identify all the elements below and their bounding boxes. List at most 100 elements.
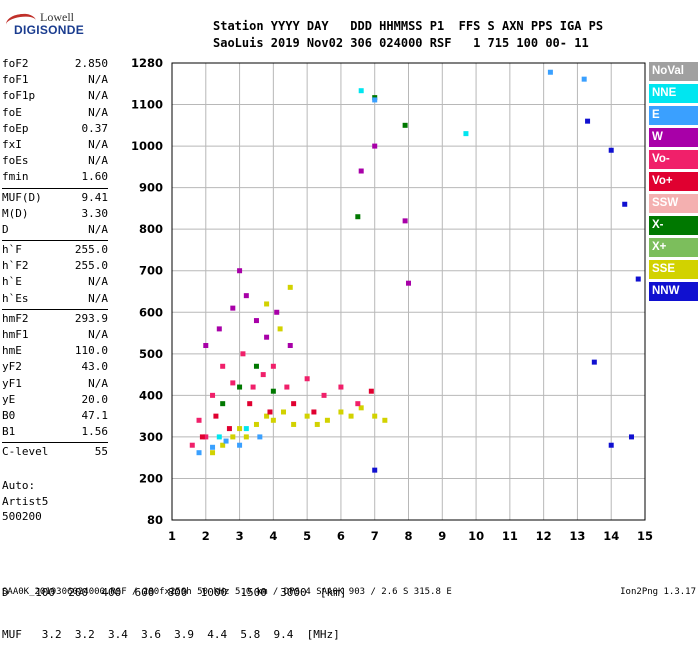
x-tick-label: 3 [236,529,244,543]
echo-point [216,326,222,332]
legend-item: NNE [649,84,698,103]
param-row: h`Es N/A [2,291,108,307]
echo-point [264,334,270,340]
param-value: 255.0 [74,259,108,273]
echo-point [635,276,641,282]
x-tick-label: 4 [269,529,277,543]
param-name: h`F2 [2,259,29,273]
param-value: N/A [88,275,108,289]
param-value: 110.0 [74,344,108,358]
echo-point [291,401,297,407]
echo-point [287,284,293,290]
echo-point [355,401,361,407]
header-labels: Station YYYY DAY DDD HHMMSS P1 FFS S AXN… [213,19,604,33]
param-row: h`F2 255.0 [2,258,108,274]
y-tick-label: 400 [139,388,163,402]
param-row: D N/A [2,222,108,238]
param-value: 2.850 [74,57,108,70]
axis-ticks: 1 2 3 4 5 6 7 8 9 10 11 12 13 14 158020030040050060070… [131,56,653,543]
echo-point [372,467,378,473]
echo-point [358,405,364,411]
footer-info: SAA0K_2019306024000.RSF / 280fx256h 50 k… [2,587,452,597]
auto-version: 500200 [2,510,42,523]
x-tick-label: 9 [438,529,446,543]
param-name: D [2,222,9,236]
param-row: hmF1 N/A [2,327,108,343]
plot-frame [171,62,646,521]
x-tick-label: 10 [468,529,484,543]
param-value: 43.0 [81,360,109,374]
echo-point [608,147,614,153]
echo-point [402,122,408,128]
param-value: N/A [88,137,108,151]
param-value: 1.56 [81,425,109,439]
echo-point [608,442,614,448]
echo-point [314,421,320,427]
x-tick-label: 15 [637,529,653,543]
legend-item: W [649,128,698,147]
param-value: N/A [88,291,108,305]
x-tick-label: 1 [168,529,176,543]
param-name: foF1p [2,89,36,103]
logo-line2: DIGISONDE [14,23,85,37]
echo-point [355,214,361,220]
echo-point [237,426,243,432]
param-row: M(D) 3.30 [2,206,108,222]
x-tick-label: 12 [536,529,552,543]
param-value: N/A [88,376,108,390]
param-name: foEs [2,154,29,168]
echo-point [189,442,195,448]
y-tick-label: 1100 [131,98,163,112]
legend-item: NoVal [649,62,698,81]
y-tick-label: 1000 [131,139,163,153]
param-name: hmE [2,344,22,358]
echo-point [622,201,628,207]
y-tick-label: 1280 [131,56,163,70]
echo-point [402,218,408,224]
param-row: fxI N/A [2,137,108,153]
legend-item: X- [649,216,698,235]
echo-point [382,417,388,423]
param-row: yE 20.0 [2,392,108,408]
param-row: foF1 N/A [2,72,108,88]
param-separator [2,308,108,310]
param-value: N/A [88,222,108,236]
param-name: B0 [2,408,16,422]
param-name: foF1 [2,73,29,87]
param-separator [2,187,108,189]
footer-version: Ion2Png 1.3.17 [620,587,696,597]
param-row: foF2 2.850 [2,56,108,72]
x-tick-label: 14 [603,529,619,543]
echo-point [250,384,256,390]
echo-point [372,97,378,103]
param-name: yF1 [2,376,22,390]
y-tick-label: 900 [139,181,163,195]
echo-point [230,305,236,311]
echo-point [203,434,209,440]
param-value: 3.30 [81,206,109,220]
echo-point [210,450,216,456]
echo-point [257,434,263,440]
param-name: B1 [2,425,16,439]
param-value: 0.37 [81,121,109,135]
echo-point [196,450,202,456]
x-tick-label: 2 [202,529,210,543]
echo-point [230,434,236,440]
param-row: B0 47.1 [2,408,108,424]
logo-line1: Lowell [40,10,74,24]
echo-point [270,363,276,369]
legend-item: E [649,106,698,125]
echo-point [240,351,246,357]
param-name: yF2 [2,360,22,374]
echo-point [220,363,226,369]
param-value: 20.0 [81,392,109,406]
scaled-parameters-panel: foF2 2.850 foF1 N/A foF1p N/A foE N/A foEp 0.37 fx… [2,56,108,461]
y-tick-label: 80 [147,513,163,527]
echo-point [220,442,226,448]
lowell-digisonde-logo: Lowell DIGISONDE [2,6,84,40]
echo-point [406,280,411,286]
echo-point [203,343,209,349]
echo-point [210,444,216,450]
param-name: foE [2,105,22,119]
legend-item: Vo+ [649,172,698,191]
